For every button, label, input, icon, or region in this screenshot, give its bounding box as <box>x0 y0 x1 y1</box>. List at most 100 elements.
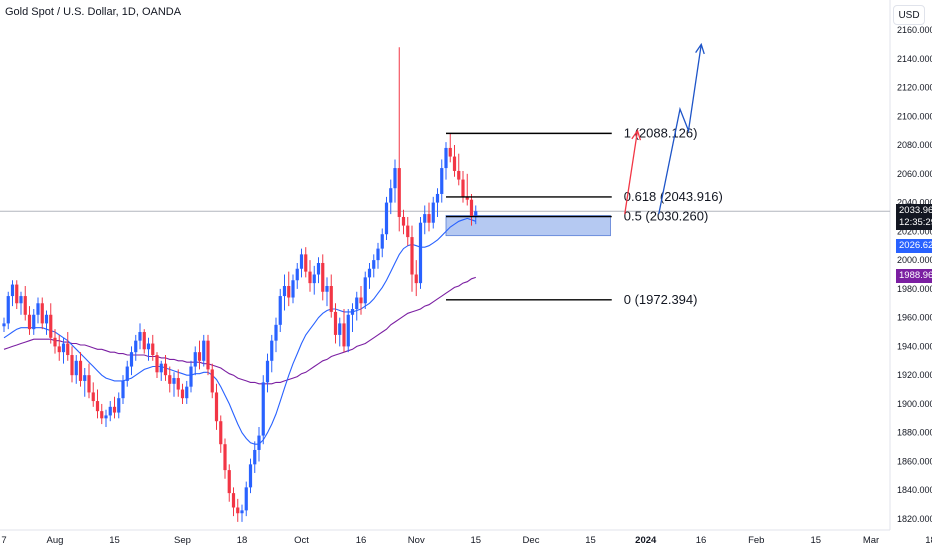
last-price-tag: 2033.965 12:35:29 <box>896 204 932 231</box>
ma-slow-price-tag: 1988.965 <box>896 268 932 283</box>
fib-level-label: 1 (2088.126) <box>624 125 698 140</box>
candle-body <box>410 237 414 275</box>
x-tick-label: 7 <box>1 535 6 546</box>
candle-body <box>172 378 176 384</box>
y-tick-label: 1880.000 <box>897 428 932 438</box>
candle-body <box>15 284 19 304</box>
candle-body <box>389 188 393 203</box>
candle-body <box>474 211 478 217</box>
candle-body <box>244 487 248 511</box>
ma-slow-line <box>3 276 476 385</box>
y-tick-label: 2160.000 <box>897 25 932 35</box>
candle-body <box>219 421 223 445</box>
candle-body <box>240 510 244 514</box>
candle-body <box>231 493 236 508</box>
y-tick-label: 2140.000 <box>897 54 932 64</box>
last-price-value: 2033.965 <box>899 205 932 217</box>
y-tick-label: 2000.000 <box>897 255 932 265</box>
ma-fast-line <box>3 217 476 445</box>
candle-body <box>278 296 282 325</box>
candle-body <box>384 202 389 235</box>
candle-body <box>78 360 83 381</box>
candle-body <box>248 464 253 488</box>
x-tick-label: Sep <box>174 535 191 546</box>
candle-body <box>367 268 372 278</box>
candle-body <box>329 286 333 312</box>
support-zone <box>445 215 611 237</box>
candle-body <box>418 222 423 284</box>
candle-body <box>142 332 146 350</box>
x-tick-label: 15 <box>109 535 120 546</box>
x-tick-label: Feb <box>748 535 764 546</box>
y-tick-label: 2100.000 <box>897 111 932 121</box>
projection-red-arrowhead <box>631 129 642 141</box>
candle-body <box>350 309 355 315</box>
candle-body <box>168 375 172 384</box>
candle-body <box>66 343 70 356</box>
candle-body <box>185 386 189 399</box>
candle-body <box>448 147 452 157</box>
x-tick-label: 15 <box>470 535 481 546</box>
candle-body <box>57 346 61 353</box>
candle-body <box>83 375 87 381</box>
candle-body <box>461 179 465 197</box>
candle-body <box>100 411 104 419</box>
x-tick-label: 16 <box>356 535 367 546</box>
candle-body <box>346 314 350 347</box>
y-tick-label: 1960.000 <box>897 313 932 323</box>
currency-selector[interactable]: USD <box>893 5 925 25</box>
candle-body <box>32 314 36 330</box>
candle-body <box>265 360 270 383</box>
candle-body <box>2 323 6 327</box>
y-tick-label: 2080.000 <box>897 140 932 150</box>
x-tick-label: 18 <box>925 535 932 546</box>
candle-body <box>469 199 474 217</box>
chart-title: Gold Spot / U.S. Dollar, 1D, OANDA <box>5 6 182 18</box>
candle-body <box>359 297 363 304</box>
candle-body <box>176 378 180 390</box>
candle-body <box>312 274 316 284</box>
fib-level-label: 0.5 (2030.260) <box>624 209 709 224</box>
candle-body <box>197 352 202 361</box>
x-tick-label: 15 <box>585 535 596 546</box>
candle-body <box>151 343 155 356</box>
y-tick-label: 2040.000 <box>897 198 932 208</box>
x-tick-label: Dec <box>523 535 540 546</box>
candle-body <box>70 355 74 376</box>
projection-blue-path <box>658 44 702 215</box>
candle-body <box>44 314 49 324</box>
fib-level-label: 0 (1972.394) <box>624 292 698 307</box>
candle-body <box>376 248 380 261</box>
candle-body <box>291 280 295 298</box>
candle-body <box>236 507 240 514</box>
x-tick-label: Mar <box>863 535 879 546</box>
candle-body <box>287 286 291 298</box>
candle-body <box>333 311 338 335</box>
candle-body <box>61 343 66 353</box>
candle-body <box>427 214 431 223</box>
candle-body <box>270 340 274 361</box>
candle-body <box>423 214 427 223</box>
candle-body <box>414 274 418 284</box>
bar-countdown: 12:35:29 <box>899 217 932 229</box>
candle-body <box>397 168 401 217</box>
candle-body <box>261 382 265 436</box>
projection-red-path <box>624 130 639 215</box>
candle-body <box>223 444 227 471</box>
candle-body <box>257 435 261 450</box>
candle-body <box>117 398 121 413</box>
x-tick-label: 18 <box>237 535 248 546</box>
candle-body <box>202 340 206 361</box>
candle-body <box>363 277 367 304</box>
candle-body <box>146 343 151 350</box>
candle-body <box>406 225 410 238</box>
candle-body <box>49 314 53 338</box>
x-tick-label: 15 <box>810 535 821 546</box>
candle-body <box>210 369 214 393</box>
candle-body <box>431 202 435 223</box>
candle-body <box>27 314 32 330</box>
ma-fast-price-tag: 2026.625 <box>896 238 932 253</box>
y-tick-label: 2060.000 <box>897 169 932 179</box>
candle-body <box>104 415 108 419</box>
